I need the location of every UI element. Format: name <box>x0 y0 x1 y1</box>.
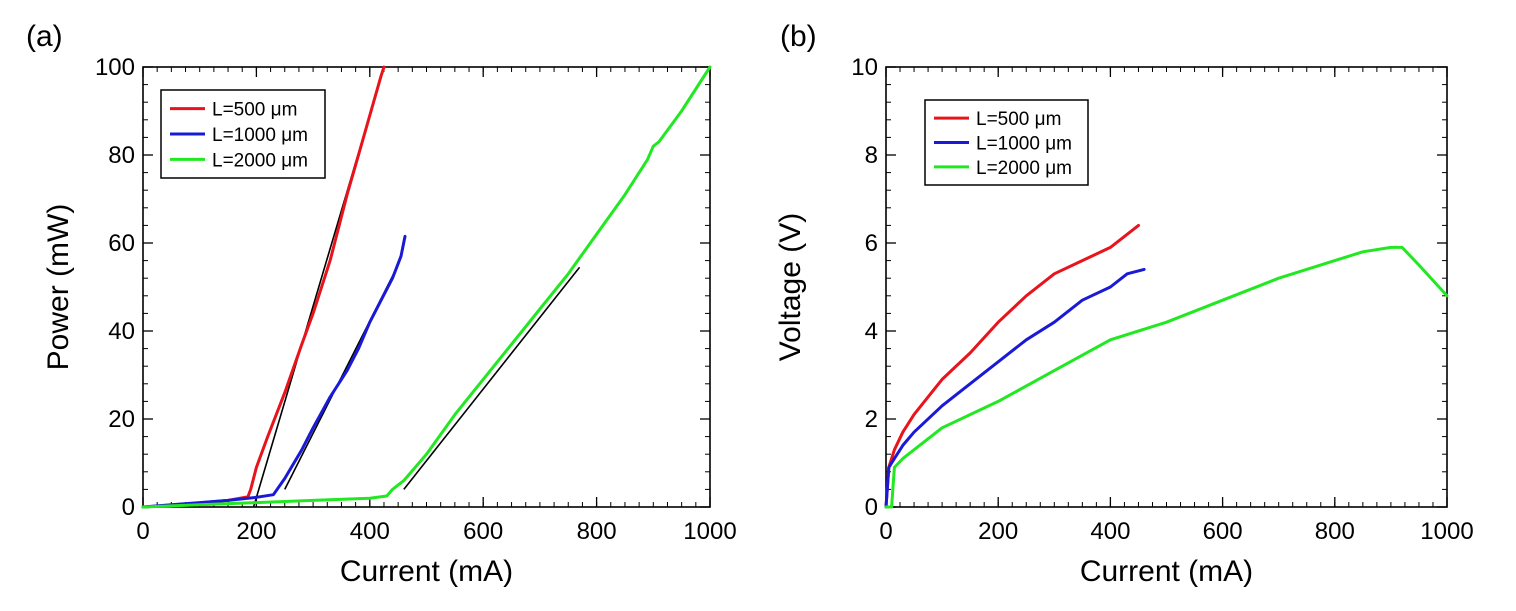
legend-label: L=500 μm <box>212 100 297 121</box>
y-tick-label: 4 <box>865 318 878 345</box>
x-tick-label: 400 <box>1090 518 1130 545</box>
x-tick-label: 600 <box>1203 518 1243 545</box>
y-tick-label: 60 <box>108 230 135 257</box>
y-axis-title: Power (mW) <box>42 204 75 371</box>
x-tick-label: 0 <box>879 518 892 545</box>
x-tick-label: 0 <box>136 518 149 545</box>
x-tick-label: 1000 <box>1420 518 1473 545</box>
series-line-1 <box>884 223 1140 509</box>
series-line-3 <box>884 245 1449 509</box>
panel-label: (b) <box>780 20 817 53</box>
chart-panel-a: 0 200 400 600 800 1000 0 20 40 60 80 100 Current (mA… <box>26 20 737 588</box>
panel-label: (a) <box>26 20 63 53</box>
series-line-2 <box>141 234 407 509</box>
y-tick-label: 2 <box>865 406 878 433</box>
legend-label: L=2000 μm <box>976 158 1072 179</box>
x-axis-title: Current (mA) <box>1080 555 1253 588</box>
y-tick-label: 0 <box>865 494 878 521</box>
legend: L=500 μm L=1000 μm L=2000 μm <box>924 99 1089 186</box>
series-line-3 <box>141 65 712 509</box>
x-tick-label: 400 <box>350 518 390 545</box>
legend-label: L=1000 μm <box>212 125 308 146</box>
legend-label: L=2000 μm <box>212 150 308 171</box>
legend-label: L=1000 μm <box>976 134 1072 155</box>
x-tick-label: 1000 <box>683 518 736 545</box>
x-tick-label: 200 <box>978 518 1018 545</box>
x-tick-label: 200 <box>236 518 276 545</box>
y-tick-label: 40 <box>108 318 135 345</box>
legend: L=500 μm L=1000 μm L=2000 μm <box>160 89 326 179</box>
y-tick-label: 80 <box>108 142 135 169</box>
legend-label: L=500 μm <box>976 109 1061 130</box>
x-tick-label: 600 <box>463 518 503 545</box>
x-tick-label: 800 <box>1315 518 1355 545</box>
y-tick-label: 10 <box>851 54 878 81</box>
y-tick-label: 100 <box>95 54 135 81</box>
x-axis-title: Current (mA) <box>340 555 513 588</box>
series-line-2 <box>884 267 1146 509</box>
y-tick-label: 8 <box>865 142 878 169</box>
x-tick-label: 800 <box>577 518 617 545</box>
chart-panel-b: 0 200 400 600 800 1000 0 2 4 6 8 10 Current (mA) Volt… <box>774 20 1474 588</box>
y-tick-label: 0 <box>122 494 135 521</box>
linear-fit-line <box>403 266 581 490</box>
y-tick-label: 20 <box>108 406 135 433</box>
y-tick-label: 6 <box>865 230 878 257</box>
y-axis-title: Voltage (V) <box>774 213 807 361</box>
